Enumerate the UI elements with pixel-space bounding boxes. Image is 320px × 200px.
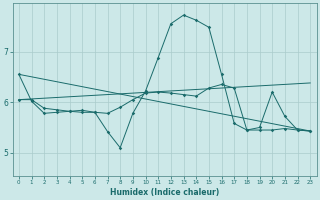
X-axis label: Humidex (Indice chaleur): Humidex (Indice chaleur) <box>110 188 219 197</box>
